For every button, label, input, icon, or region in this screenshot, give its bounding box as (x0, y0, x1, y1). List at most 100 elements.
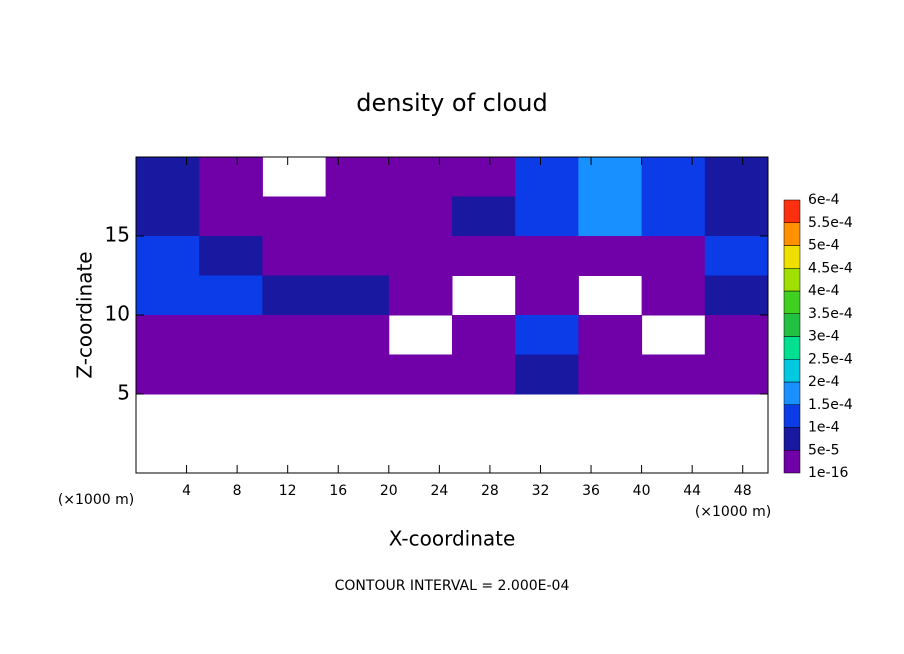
contour-cell (388, 196, 453, 237)
contour-cell (136, 157, 200, 197)
contour-cell (641, 354, 706, 395)
contour-cell (452, 236, 516, 276)
contour-cell (262, 196, 327, 237)
contour-cell (388, 354, 453, 395)
contour-cell (515, 157, 579, 197)
colorbar-label: 5e-4 (808, 238, 840, 254)
colorbar-label: 1e-4 (808, 420, 840, 436)
y-tick-label: 15 (105, 223, 130, 247)
contour-cell (704, 315, 769, 355)
contour-cell (578, 354, 643, 395)
footer: CONTOUR INTERVAL = 2.000E-04 (335, 578, 570, 594)
colorbar-label: 4.5e-4 (808, 260, 853, 276)
x-tick-label: 28 (481, 483, 499, 499)
contour-cell (262, 354, 327, 395)
colorbar-label: 2e-4 (808, 374, 840, 390)
x-tick-label: 24 (430, 483, 448, 499)
contour-cell (704, 354, 769, 395)
contour-cell (578, 157, 643, 197)
contour-cell (199, 196, 263, 237)
x-axis-label: X-coordinate (389, 527, 516, 551)
contour-cell (515, 315, 579, 355)
chart-title: density of cloud (356, 89, 547, 117)
x-tick-label: 16 (329, 483, 347, 499)
colorbar-label: 4e-4 (808, 283, 840, 299)
contour-cell (199, 236, 263, 276)
colorbar-label: 3e-4 (808, 329, 840, 345)
contour-cell (641, 236, 706, 276)
y-axis-label: Z-coordinate (73, 251, 97, 378)
x-unit: (×1000 m) (695, 504, 771, 520)
contour-cell (325, 315, 390, 355)
contour-cell (325, 157, 390, 197)
contour-cell (136, 196, 200, 237)
x-tick-label: 44 (683, 483, 701, 499)
contour-cell (325, 236, 390, 276)
contour-cell (388, 275, 453, 316)
contour-cell (515, 236, 579, 276)
contour-cell (262, 315, 327, 355)
colorbar-swatch (783, 199, 801, 223)
contour-cell (262, 275, 327, 316)
y-tick-label: 5 (117, 381, 130, 405)
colorbar-label: 3.5e-4 (808, 306, 853, 322)
contour-cell (578, 196, 643, 237)
colorbar-swatch (783, 427, 801, 451)
x-tick-label: 48 (734, 483, 752, 499)
contour-cell (578, 236, 643, 276)
colorbar-swatch (783, 359, 801, 383)
colorbar-swatch (783, 290, 801, 314)
contour-cell (578, 315, 643, 355)
contour-cell (136, 315, 200, 355)
contour-cell (704, 196, 769, 237)
contour-cell (704, 275, 769, 316)
x-tick-label: 20 (380, 483, 398, 499)
colorbar-label: 1.5e-4 (808, 397, 853, 413)
contour-cell (199, 315, 263, 355)
colorbar-swatch (783, 268, 801, 292)
colorbar-label: 6e-4 (808, 192, 840, 208)
x-tick-label: 40 (633, 483, 651, 499)
contour-cell (199, 275, 263, 316)
x-tick-label: 8 (233, 483, 242, 499)
colorbar-label: 5e-5 (808, 442, 839, 458)
contour-cell (641, 157, 706, 197)
contour-cell (262, 236, 327, 276)
x-tick-label: 12 (279, 483, 297, 499)
x-tick-label: 36 (582, 483, 600, 499)
contour-cell (515, 275, 579, 316)
contour-cell (452, 196, 516, 237)
colorbar-label: 2.5e-4 (808, 351, 853, 367)
contour-cell (641, 275, 706, 316)
x-tick-label: 4 (182, 483, 191, 499)
contour-cell (452, 354, 516, 395)
contour-cell (704, 157, 769, 197)
contour-cell (452, 315, 516, 355)
contour-cell (136, 236, 200, 276)
contour-cell (199, 157, 263, 197)
colorbar-swatch (783, 222, 801, 246)
y-unit: (×1000 m) (58, 492, 134, 508)
colorbar-swatch (783, 313, 801, 337)
y-tick-label: 10 (105, 302, 130, 326)
colorbar-swatch (783, 336, 801, 360)
colorbar-swatch (783, 381, 801, 405)
contour-cell (136, 354, 200, 395)
colorbar-swatch (783, 245, 801, 269)
contour-cell (388, 236, 453, 276)
colorbar-swatch (783, 404, 801, 428)
contour-cell (388, 157, 453, 197)
contour-cell (515, 354, 579, 395)
x-tick-label: 32 (532, 483, 550, 499)
contour-cell (325, 354, 390, 395)
contour-cell (325, 196, 390, 237)
contour-cell (199, 354, 263, 395)
colorbar-swatch (783, 450, 801, 474)
contour-cell (641, 196, 706, 237)
colorbar-label: 5.5e-4 (808, 215, 853, 231)
contour-cell (515, 196, 579, 237)
contour-cell (136, 275, 200, 316)
contour-cell (325, 275, 390, 316)
